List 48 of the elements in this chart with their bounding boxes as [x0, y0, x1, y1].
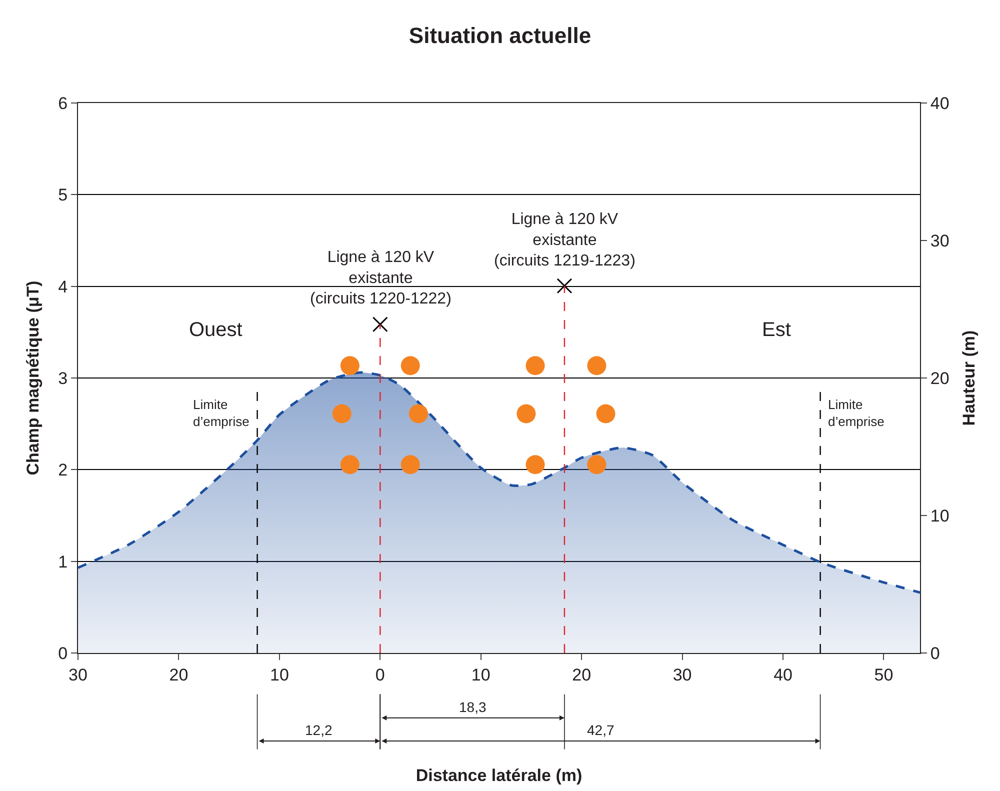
- text: 42,7: [587, 722, 614, 738]
- y-tick-label: 5: [58, 186, 68, 205]
- y-tick-label: 2: [58, 460, 68, 480]
- point: [332, 404, 352, 424]
- x-tick-label: 30: [672, 665, 692, 684]
- x-tick-label: 50: [874, 665, 894, 684]
- point: [587, 356, 606, 376]
- x-tick-label: 30: [68, 665, 88, 684]
- point: [400, 356, 420, 376]
- point: [556, 278, 572, 294]
- x-tick-label: 10: [471, 665, 490, 684]
- point: [596, 404, 616, 424]
- text: 18,3: [459, 699, 486, 715]
- ref-line-label: Ligne à 120 kV existante (circuits 1219-1223): [494, 211, 636, 270]
- y-axis-title: Champ magnétique (μT): [24, 280, 43, 476]
- y-tick-label: 6: [58, 94, 68, 113]
- point: [372, 316, 388, 332]
- x-tick-label: 10: [270, 665, 289, 684]
- point: [587, 455, 606, 474]
- y-tick-label: 3: [58, 368, 68, 388]
- ref-line-label: Limite d’emprise: [828, 397, 884, 429]
- y2-tick-label: 10: [930, 506, 950, 526]
- x-axis-title: Distance latérale (m): [416, 766, 582, 785]
- y2-axis-title: Hauteur (m): [960, 330, 979, 426]
- x-tick-label: 40: [774, 665, 792, 684]
- text: 12,2: [305, 722, 332, 738]
- y2-tick-label: 30: [930, 231, 950, 250]
- annotation: Ouest: [189, 319, 243, 341]
- point: [400, 455, 420, 474]
- x-tick-label: 20: [572, 665, 592, 684]
- y2-tick-label: 20: [930, 368, 950, 388]
- y2-tick-label: 0: [930, 644, 940, 663]
- point: [340, 455, 360, 474]
- point: [408, 404, 428, 424]
- x-tick-label: 0: [375, 665, 385, 684]
- ref-line-label: Limite d’emprise: [193, 397, 250, 429]
- annotation: Est: [762, 319, 792, 341]
- point: [526, 356, 545, 376]
- point: [516, 404, 536, 424]
- y-tick-label: 0: [58, 644, 68, 663]
- y2-tick-label: 40: [930, 94, 950, 113]
- point: [340, 356, 360, 376]
- ref-line-label: Ligne à 120 kV existante (circuits 1220-1222): [310, 249, 452, 308]
- chart-title: Situation actuelle: [408, 23, 592, 48]
- point: [526, 455, 545, 474]
- x-tick-label: 20: [169, 665, 188, 684]
- y-tick-label: 1: [58, 552, 68, 572]
- y-tick-label: 4: [58, 277, 68, 296]
